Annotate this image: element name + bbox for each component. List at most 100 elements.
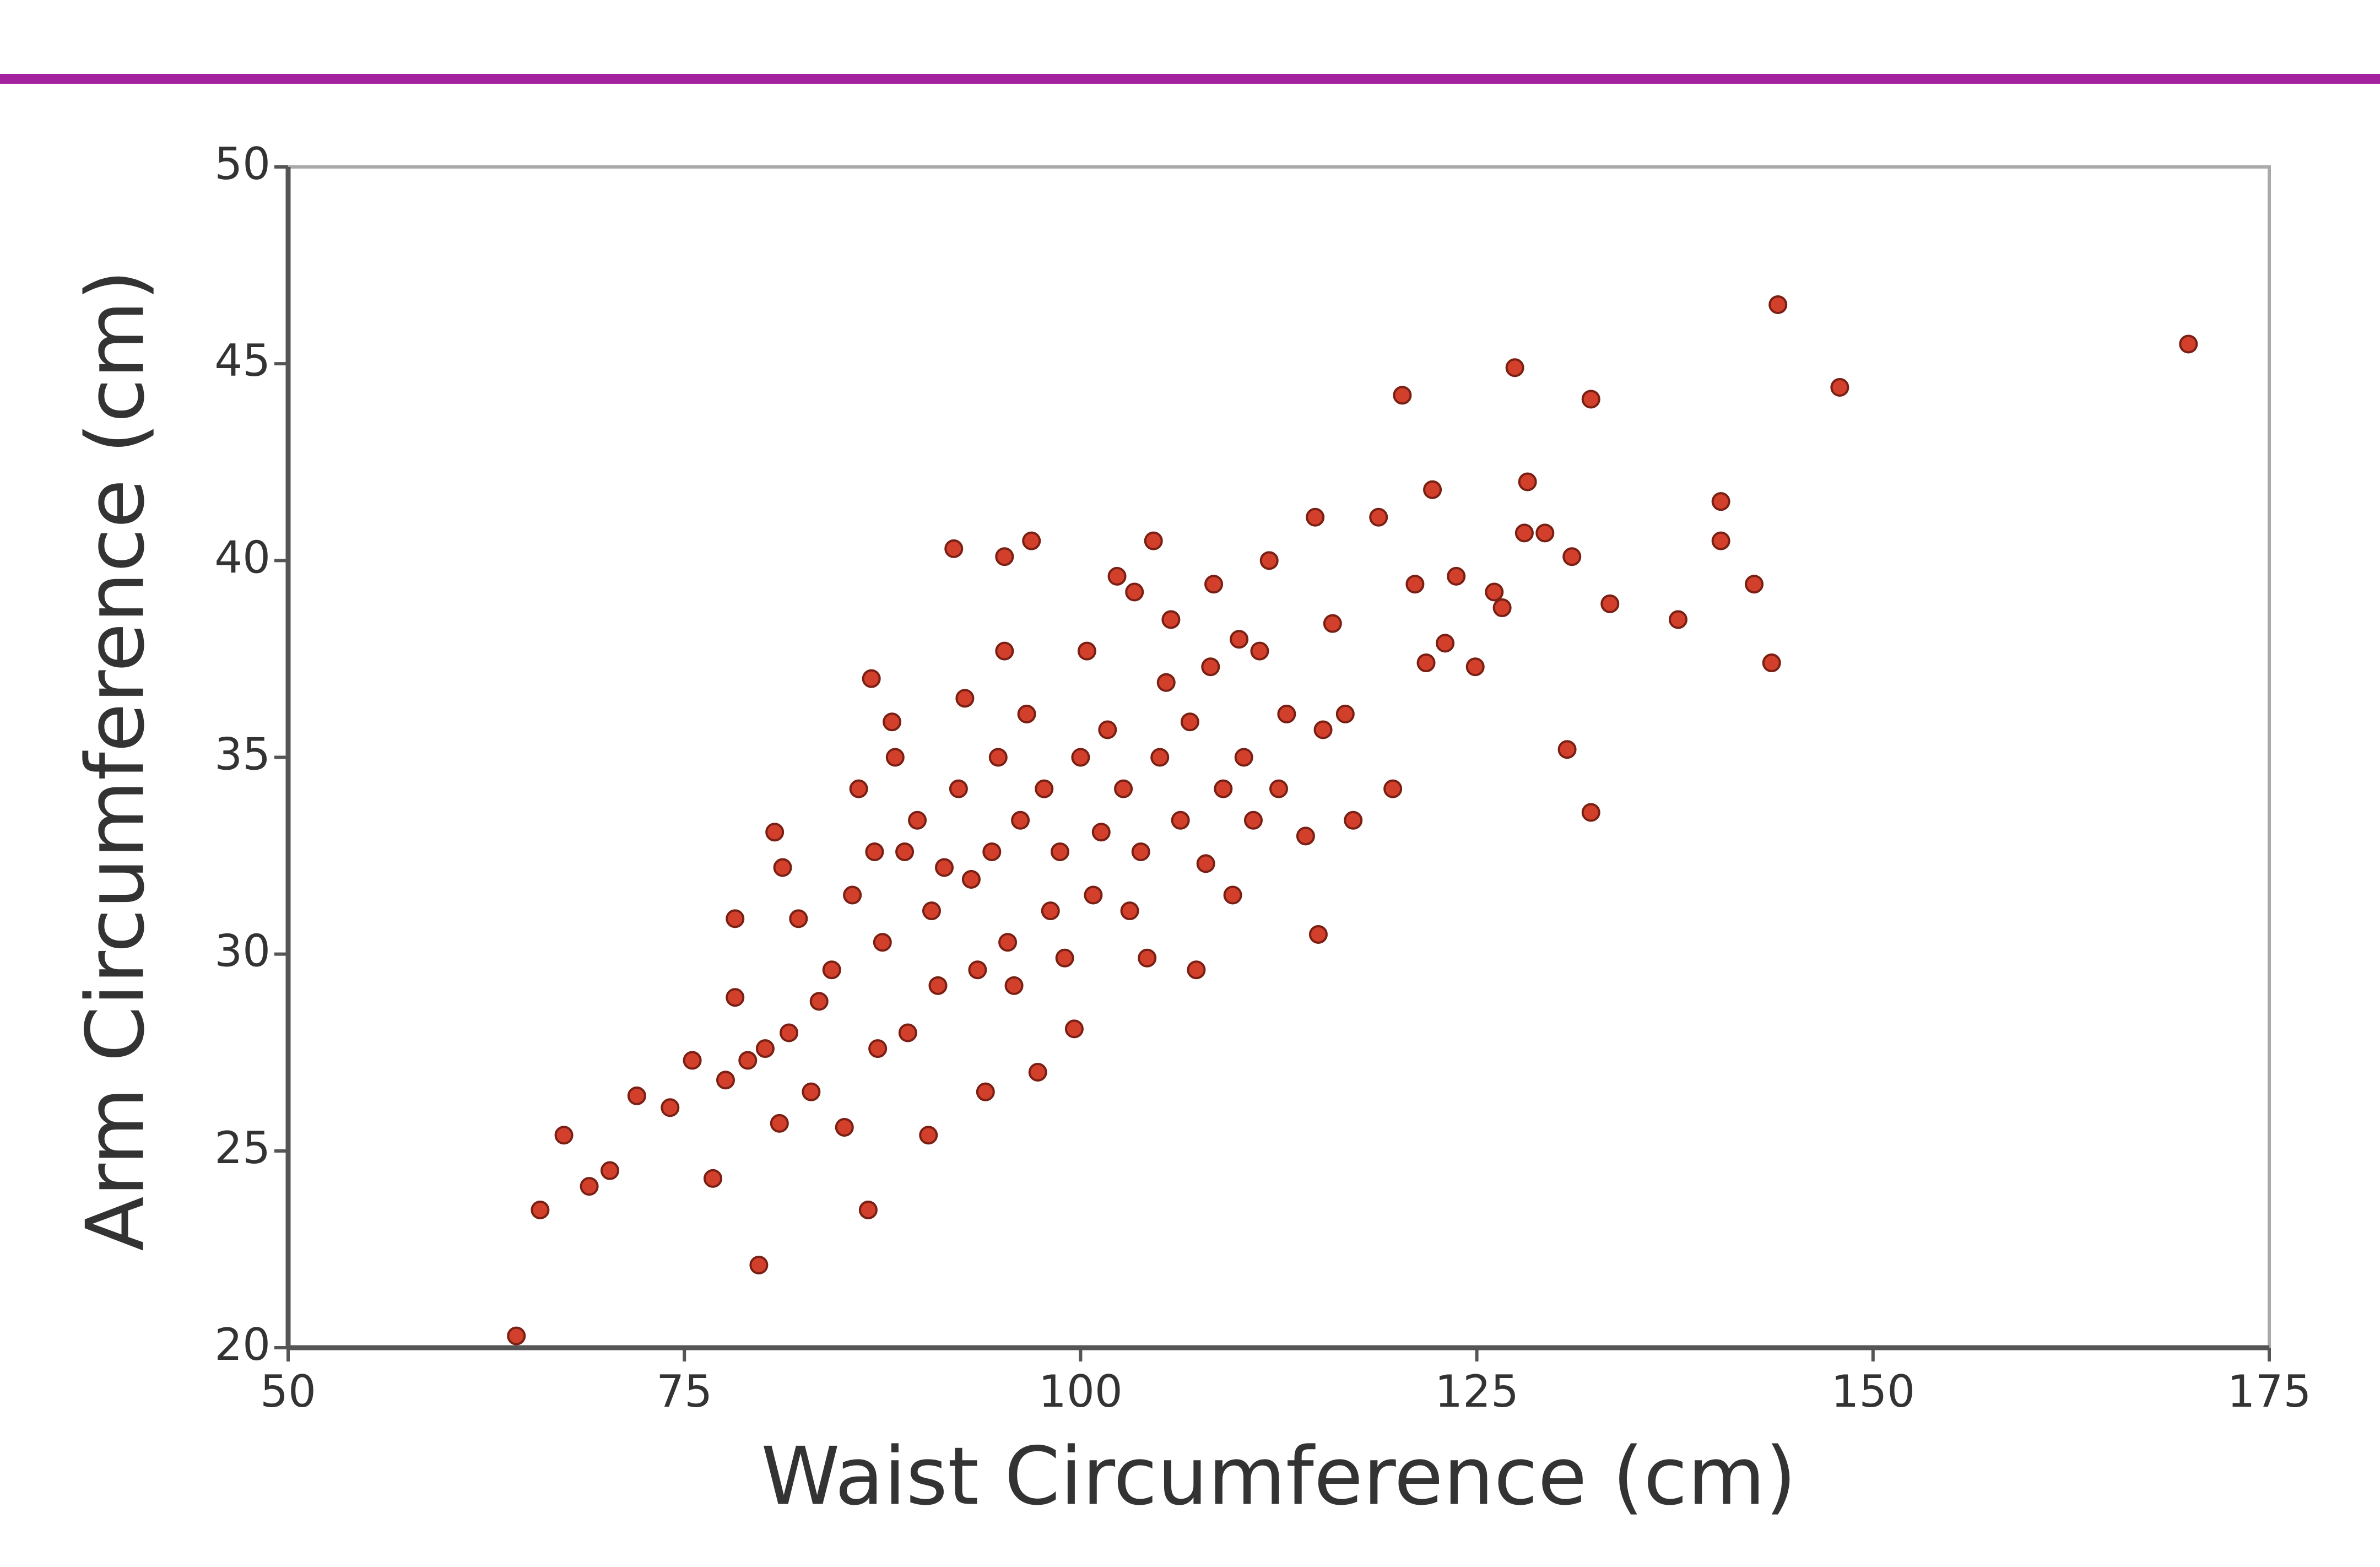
point (1485, 582, 1504, 602)
point (1335, 704, 1355, 723)
point (1277, 704, 1296, 723)
point (1711, 492, 1730, 511)
point (1011, 810, 1030, 830)
point (919, 1126, 938, 1145)
point (995, 547, 1014, 566)
point (982, 842, 1002, 861)
point (683, 1051, 702, 1070)
point (1114, 779, 1133, 798)
point (1383, 779, 1403, 798)
point (1535, 523, 1555, 543)
x-tick-label: 50 (260, 1366, 316, 1417)
point (2179, 334, 2198, 354)
point (1269, 779, 1288, 798)
point (1306, 507, 1325, 527)
point (843, 885, 862, 905)
point (1234, 748, 1253, 767)
point (1768, 295, 1788, 315)
point (1055, 948, 1074, 968)
point (1071, 748, 1090, 767)
point (1091, 823, 1111, 842)
point (1465, 657, 1485, 677)
y-tick-label: 45 (214, 335, 271, 386)
x-tick-label: 100 (1038, 1366, 1123, 1417)
x-tick-label: 75 (656, 1366, 712, 1417)
point (976, 1082, 995, 1101)
point (1243, 810, 1263, 830)
point (873, 933, 892, 952)
point (1514, 523, 1534, 543)
point (1436, 634, 1455, 653)
point (1745, 575, 1764, 594)
point (1180, 712, 1199, 732)
point (1098, 720, 1117, 739)
point (1041, 901, 1060, 921)
point (507, 1326, 526, 1346)
point (1120, 901, 1139, 921)
point (1296, 826, 1315, 846)
point (862, 669, 881, 688)
point (1051, 842, 1070, 861)
point (661, 1098, 680, 1117)
point (1581, 390, 1600, 409)
point (531, 1200, 550, 1219)
point (770, 1114, 789, 1133)
point (716, 1071, 735, 1090)
point (968, 960, 987, 980)
point (1084, 885, 1103, 905)
point (1250, 641, 1269, 661)
point (1223, 885, 1242, 905)
point (1447, 566, 1466, 586)
point (1405, 575, 1425, 594)
point (726, 909, 745, 928)
point (789, 909, 808, 928)
point (1004, 976, 1024, 995)
point (749, 1255, 769, 1274)
y-axis-title: Arm Circumference (cm) (69, 269, 163, 1251)
point (580, 1177, 599, 1196)
point (934, 858, 954, 877)
point (1230, 630, 1249, 649)
point (1830, 378, 1849, 397)
point (1600, 594, 1620, 613)
point (755, 1039, 775, 1058)
point (1201, 657, 1220, 677)
y-tick-label: 25 (214, 1122, 271, 1174)
point (1077, 641, 1096, 661)
point (895, 842, 915, 861)
y-tick-label: 20 (214, 1319, 271, 1370)
x-tick-label: 175 (2227, 1366, 2312, 1417)
point (995, 641, 1014, 661)
point (1022, 531, 1041, 550)
point (1668, 610, 1687, 629)
point (1138, 948, 1157, 968)
point (998, 933, 1018, 952)
point (1492, 598, 1512, 618)
point (1125, 582, 1144, 602)
point (885, 748, 905, 767)
point (949, 779, 968, 798)
point (703, 1169, 722, 1188)
point (726, 988, 745, 1007)
point (1423, 480, 1442, 499)
y-tick-label: 35 (214, 728, 271, 780)
point (1369, 507, 1388, 527)
point (1107, 566, 1127, 586)
point (1204, 575, 1224, 594)
plot-frame (286, 165, 2271, 1349)
point (627, 1086, 646, 1105)
point (809, 992, 829, 1011)
point (883, 712, 902, 732)
point (773, 858, 792, 877)
point (858, 1200, 878, 1219)
point (1518, 472, 1537, 491)
point (944, 539, 964, 558)
point (1144, 531, 1163, 550)
y-tick-label: 30 (214, 926, 271, 977)
point (1156, 673, 1176, 692)
point (780, 1023, 799, 1042)
point (1017, 704, 1036, 723)
point (865, 842, 884, 861)
